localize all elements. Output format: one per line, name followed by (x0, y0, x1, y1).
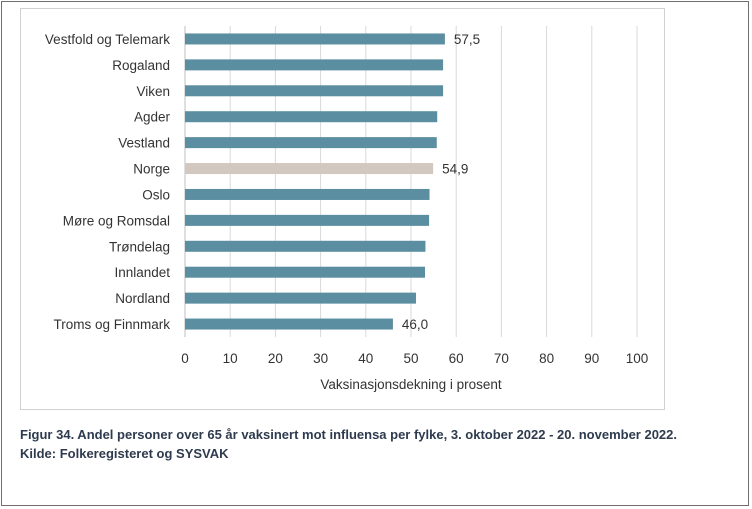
caption-title: Figur 34. Andel personer over 65 år vaks… (20, 427, 678, 442)
bar (185, 33, 445, 45)
category-label: Viken (136, 84, 170, 99)
category-label: Rogaland (112, 58, 170, 73)
bar (185, 318, 393, 330)
category-label: Møre og Romsdal (63, 213, 170, 228)
bar-chart: Vestfold og Telemark 57,5 Rogaland Viken Agd… (45, 26, 649, 392)
x-tick-label: 0 (181, 351, 189, 366)
bar (185, 214, 430, 226)
bar (185, 240, 426, 252)
x-tick-label: 20 (268, 351, 283, 366)
x-tick-label: 70 (494, 351, 509, 366)
x-tick-label: 30 (313, 351, 328, 366)
bar (185, 163, 434, 175)
bar (185, 292, 416, 304)
chart-frame (20, 8, 665, 410)
caption-source: Kilde: Folkeregisteret og SYSVAK (20, 446, 229, 461)
data-label: 46,0 (402, 317, 428, 332)
x-tick-label: 50 (403, 351, 418, 366)
category-label: Innlandet (114, 265, 170, 280)
data-label: 54,9 (442, 162, 468, 177)
x-tick-label: 60 (449, 351, 464, 366)
category-label: Vestland (118, 136, 170, 151)
x-tick-label: 40 (358, 351, 373, 366)
category-label: Troms og Finnmark (53, 317, 170, 332)
bar (185, 188, 430, 200)
x-tick-label: 100 (626, 351, 649, 366)
bar (185, 59, 444, 71)
bar (185, 266, 426, 278)
x-axis-title: Vaksinasjonsdekning i prosent (320, 377, 502, 392)
category-label: Vestfold og Telemark (45, 32, 170, 47)
bar (185, 85, 444, 97)
category-label: Nordland (115, 291, 170, 306)
x-tick-label: 90 (584, 351, 599, 366)
category-label: Norge (133, 162, 170, 177)
category-label: Trøndelag (109, 239, 170, 254)
bar (185, 137, 437, 149)
category-label: Agder (134, 110, 171, 125)
figure-caption: Figur 34. Andel personer over 65 år vaks… (20, 425, 745, 463)
category-label: Oslo (142, 187, 170, 202)
x-tick-label: 10 (223, 351, 238, 366)
bar (185, 111, 438, 123)
data-label: 57,5 (454, 32, 480, 47)
x-tick-label: 80 (539, 351, 554, 366)
